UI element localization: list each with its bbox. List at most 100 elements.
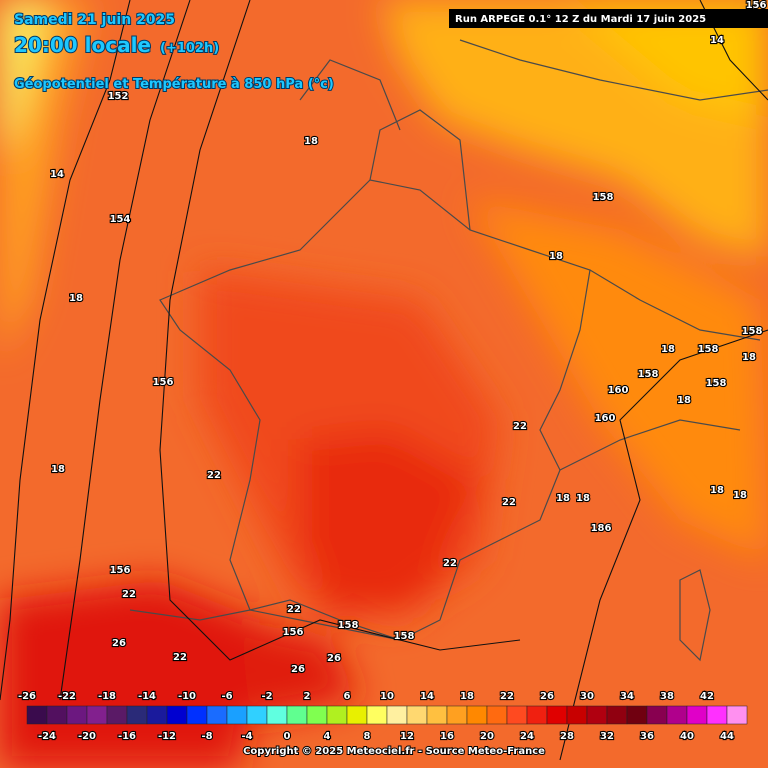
- scale-label-bottom: 8: [364, 731, 371, 742]
- contour-label: 158: [593, 192, 614, 203]
- scale-label-bottom: -12: [158, 731, 176, 742]
- contour-label: 18: [742, 352, 756, 363]
- scale-label-top: -26: [18, 691, 36, 702]
- scale-swatch: [466, 705, 488, 725]
- scale-swatch: [26, 705, 48, 725]
- scale-swatch: [646, 705, 668, 725]
- lead-time: (+102h): [160, 41, 219, 56]
- contour-label: 158: [638, 369, 659, 380]
- scale-swatch: [346, 705, 368, 725]
- scale-swatch: [506, 705, 528, 725]
- scale-label-top: 10: [380, 691, 394, 702]
- scale-swatch: [66, 705, 88, 725]
- scale-swatch: [386, 705, 408, 725]
- contour-labels: 18 14 158 18 152 14 154 18 156 18 22 156 22 26 22 22 156…: [49, 0, 768, 676]
- contour-label: 22: [443, 558, 457, 569]
- scale-swatch: [106, 705, 128, 725]
- contour-label: 18: [556, 493, 570, 504]
- contour-label: 26: [291, 664, 305, 675]
- scale-label-bottom: 28: [560, 731, 574, 742]
- scale-label-bottom: 16: [440, 731, 454, 742]
- contour-label: 154: [110, 214, 131, 225]
- scale-label-top: -10: [178, 691, 196, 702]
- scale-label-bottom: 12: [400, 731, 414, 742]
- contour-label: 18: [69, 293, 83, 304]
- contour-label: 160: [608, 385, 629, 396]
- contour-label: 186: [591, 523, 612, 534]
- scale-swatch: [146, 705, 168, 725]
- scale-label-top: -6: [221, 691, 232, 702]
- contour-label: 156: [746, 0, 767, 11]
- scale-swatch: [286, 705, 308, 725]
- contour-label: 152: [108, 91, 129, 102]
- scale-label-bottom: 40: [680, 731, 694, 742]
- forecast-date: Samedi 21 juin 2025: [14, 12, 175, 28]
- color-scale: -26 -22 -18 -14 -10 -6 -2 2 6 10 14 18 22 26 30 34 38 42-…: [17, 690, 748, 743]
- contour-label: 158: [394, 631, 415, 642]
- scale-label-top: 6: [344, 691, 351, 702]
- contour-label: 26: [112, 638, 126, 649]
- contour-label: 18: [549, 251, 563, 262]
- scale-swatch: [566, 705, 588, 725]
- contour-label: 18: [576, 493, 590, 504]
- copyright: Copyright © 2025 Meteociel.fr - Source M…: [243, 746, 545, 757]
- contour-label: 18: [304, 136, 318, 147]
- forecast-time: 20:00 locale: [14, 33, 151, 57]
- scale-swatch: [546, 705, 568, 725]
- scale-label-top: -2: [261, 691, 272, 702]
- contour-label: 158: [742, 326, 763, 337]
- scale-swatch: [686, 705, 708, 725]
- scale-swatch: [426, 705, 448, 725]
- contour-label: 14: [50, 169, 64, 180]
- scale-label-top: 2: [304, 691, 311, 702]
- scale-swatch: [626, 705, 648, 725]
- scale-swatch: [206, 705, 228, 725]
- scale-label-top: 26: [540, 691, 554, 702]
- scale-label-bottom: 0: [284, 731, 291, 742]
- contour-label: 18: [710, 485, 724, 496]
- contour-label: 26: [327, 653, 341, 664]
- scale-label-top: -18: [98, 691, 116, 702]
- scale-label-bottom: -4: [241, 731, 252, 742]
- contour-label: 22: [173, 652, 187, 663]
- scale-label-bottom: 24: [520, 731, 534, 742]
- contour-label: 22: [502, 497, 516, 508]
- contour-label: 158: [698, 344, 719, 355]
- scale-label-top: 14: [420, 691, 434, 702]
- contour-label: 18: [733, 490, 747, 501]
- scale-swatch: [706, 705, 728, 725]
- scale-label-top: 34: [620, 691, 634, 702]
- run-info: Run ARPEGE 0.1° 12 Z du Mardi 17 juin 20…: [455, 14, 706, 25]
- scale-label-top: 18: [460, 691, 474, 702]
- scale-swatch: [46, 705, 68, 725]
- scale-label-bottom: -20: [78, 731, 96, 742]
- contour-label: 18: [661, 344, 675, 355]
- scale-label-top: 30: [580, 691, 594, 702]
- scale-swatch: [666, 705, 688, 725]
- scale-swatch: [586, 705, 608, 725]
- scale-label-bottom: -16: [118, 731, 136, 742]
- scale-swatch: [186, 705, 208, 725]
- contour-label: 22: [207, 470, 221, 481]
- contour-label: 18: [677, 395, 691, 406]
- contour-label: 22: [287, 604, 301, 615]
- contour-label: 158: [706, 378, 727, 389]
- scale-swatch: [246, 705, 268, 725]
- scale-swatch: [86, 705, 108, 725]
- scale-swatch: [446, 705, 468, 725]
- field-title: Géopotentiel et Température à 850 hPa (°…: [14, 77, 334, 92]
- scale-label-bottom: -8: [201, 731, 212, 742]
- scale-swatch: [406, 705, 428, 725]
- contour-label: 14: [710, 35, 724, 46]
- scale-label-top: -14: [138, 691, 156, 702]
- scale-swatch: [306, 705, 328, 725]
- scale-label-top: 22: [500, 691, 514, 702]
- scale-label-top: -22: [58, 691, 76, 702]
- scale-label-bottom: 20: [480, 731, 494, 742]
- scale-label-bottom: 44: [720, 731, 734, 742]
- scale-swatch: [326, 705, 348, 725]
- contour-label: 156: [153, 377, 174, 388]
